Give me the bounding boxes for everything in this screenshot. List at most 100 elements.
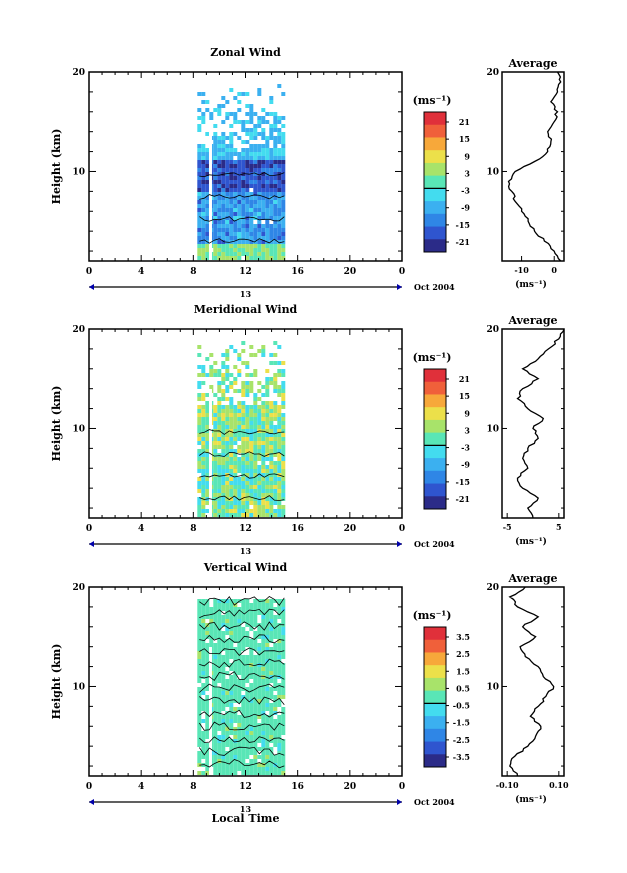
heatmap-cell — [197, 771, 202, 775]
heatmap-cell — [213, 683, 218, 687]
heatmap-cell — [273, 425, 278, 429]
x-tick-label: 12 — [239, 267, 252, 277]
heatmap-cell — [217, 385, 222, 389]
heatmap-cell — [281, 144, 286, 148]
colorbar-tick-label: -2.5 — [453, 735, 470, 745]
heatmap-cell — [249, 216, 254, 220]
heatmap-cell — [257, 691, 262, 695]
heatmap-cell — [281, 607, 286, 611]
heatmap-cell — [261, 465, 266, 469]
heatmap-cell — [253, 256, 258, 260]
heatmap-cell — [205, 188, 210, 192]
y-axis-label: Height (km) — [50, 129, 63, 205]
heatmap-cell — [249, 192, 254, 196]
heatmap-cell — [225, 156, 230, 160]
heatmap-cell — [261, 208, 266, 212]
heatmap-cell — [273, 240, 278, 244]
heatmap-cell — [237, 477, 242, 481]
heatmap-cell — [265, 671, 270, 675]
heatmap-cell — [257, 168, 262, 172]
heatmap-cell — [249, 248, 254, 252]
heatmap-cell — [225, 501, 230, 505]
heatmap-cell — [197, 453, 202, 457]
heatmap-cell — [269, 401, 274, 405]
date-bar-right-arrow — [397, 284, 402, 290]
heatmap-cell — [257, 497, 262, 501]
heatmap-cell — [229, 723, 234, 727]
heatmap-cell — [229, 228, 234, 232]
heatmap-cell — [205, 611, 210, 615]
heatmap-cell — [225, 200, 230, 204]
heatmap-cell — [197, 643, 202, 647]
heatmap-cell — [237, 204, 242, 208]
x-tick-label: 12 — [239, 524, 252, 534]
heatmap-cell — [201, 671, 206, 675]
heatmap-cell — [245, 659, 250, 663]
heatmap-cell — [217, 180, 222, 184]
heatmap-cell — [229, 252, 234, 256]
heatmap-cell — [197, 228, 202, 232]
heatmap-cell — [249, 675, 254, 679]
heatmap-cell — [217, 409, 222, 413]
heatmap-cell — [201, 719, 206, 723]
heatmap-cell — [249, 184, 254, 188]
heatmap-cell — [197, 425, 202, 429]
heatmap-cell — [273, 497, 278, 501]
heatmap-cell — [257, 699, 262, 703]
heatmap-cell — [205, 212, 210, 216]
average-title: Average — [507, 572, 557, 585]
heatmap-cell — [241, 615, 246, 619]
heatmap-cell — [249, 481, 254, 485]
heatmap-cell — [265, 481, 270, 485]
heatmap-cell — [249, 212, 254, 216]
heatmap-cell — [205, 671, 210, 675]
heatmap-cell — [197, 731, 202, 735]
heatmap-cell — [221, 184, 226, 188]
contour-line — [199, 495, 285, 501]
heatmap-cell — [269, 413, 274, 417]
heatmap-cell — [277, 631, 282, 635]
heatmap-cell — [213, 759, 218, 763]
heatmap-cell — [273, 477, 278, 481]
heatmap-cell — [237, 493, 242, 497]
heatmap-cell — [213, 196, 218, 200]
heatmap-cell — [225, 244, 230, 248]
heatmap-cell — [265, 509, 270, 513]
heatmap-cell — [229, 232, 234, 236]
heatmap-cell — [253, 489, 258, 493]
date-day: 13 — [240, 546, 252, 556]
heatmap-cell — [261, 236, 266, 240]
heatmap-cell — [233, 743, 238, 747]
heatmap-cell — [253, 244, 258, 248]
heatmap-cell — [229, 603, 234, 607]
heatmap-cell — [265, 465, 270, 469]
colorbar-unit: (ms⁻¹) — [413, 351, 452, 364]
heatmap-cell — [257, 683, 262, 687]
heatmap-cell — [197, 164, 202, 168]
heatmap-cell — [233, 715, 238, 719]
heatmap-cell — [237, 683, 242, 687]
heatmap-cell — [197, 421, 202, 425]
heatmap-cell — [261, 120, 266, 124]
heatmap-cell — [269, 112, 274, 116]
heatmap-cell — [217, 200, 222, 204]
heatmap-cell — [253, 731, 258, 735]
heatmap-cell — [213, 505, 218, 509]
heatmap-cell — [197, 659, 202, 663]
heatmap-cell — [277, 691, 282, 695]
heatmap-cell — [225, 731, 230, 735]
heatmap-cell — [265, 759, 270, 763]
average-y-tick-label: 10 — [486, 682, 499, 692]
heatmap-cell — [233, 160, 238, 164]
heatmap-cell — [269, 240, 274, 244]
heatmap-cell — [253, 647, 258, 651]
heatmap-cell — [277, 743, 282, 747]
heatmap-cell — [237, 513, 242, 517]
heatmap-cell — [273, 707, 278, 711]
heatmap-cell — [249, 619, 254, 623]
heatmap-cell — [241, 409, 246, 413]
heatmap-cell — [241, 449, 246, 453]
heatmap-cell — [281, 489, 286, 493]
colorbar-tick-label: -9 — [461, 460, 470, 470]
